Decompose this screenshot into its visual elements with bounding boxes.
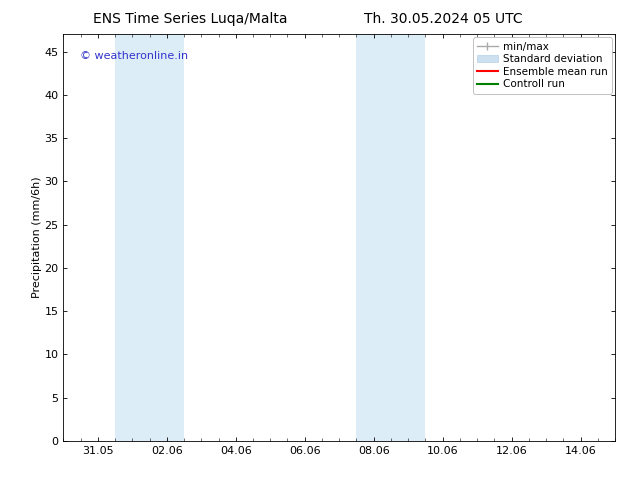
Bar [356,34,425,441]
Bar [115,34,184,441]
Text: Th. 30.05.2024 05 UTC: Th. 30.05.2024 05 UTC [365,12,523,26]
Legend: min/max, Standard deviation, Ensemble mean run, Controll run: min/max, Standard deviation, Ensemble me… [473,37,612,94]
Text: © weatheronline.in: © weatheronline.in [80,50,188,61]
Text: ENS Time Series Luqa/Malta: ENS Time Series Luqa/Malta [93,12,287,26]
Y-axis label: Precipitation (mm/6h): Precipitation (mm/6h) [32,177,42,298]
